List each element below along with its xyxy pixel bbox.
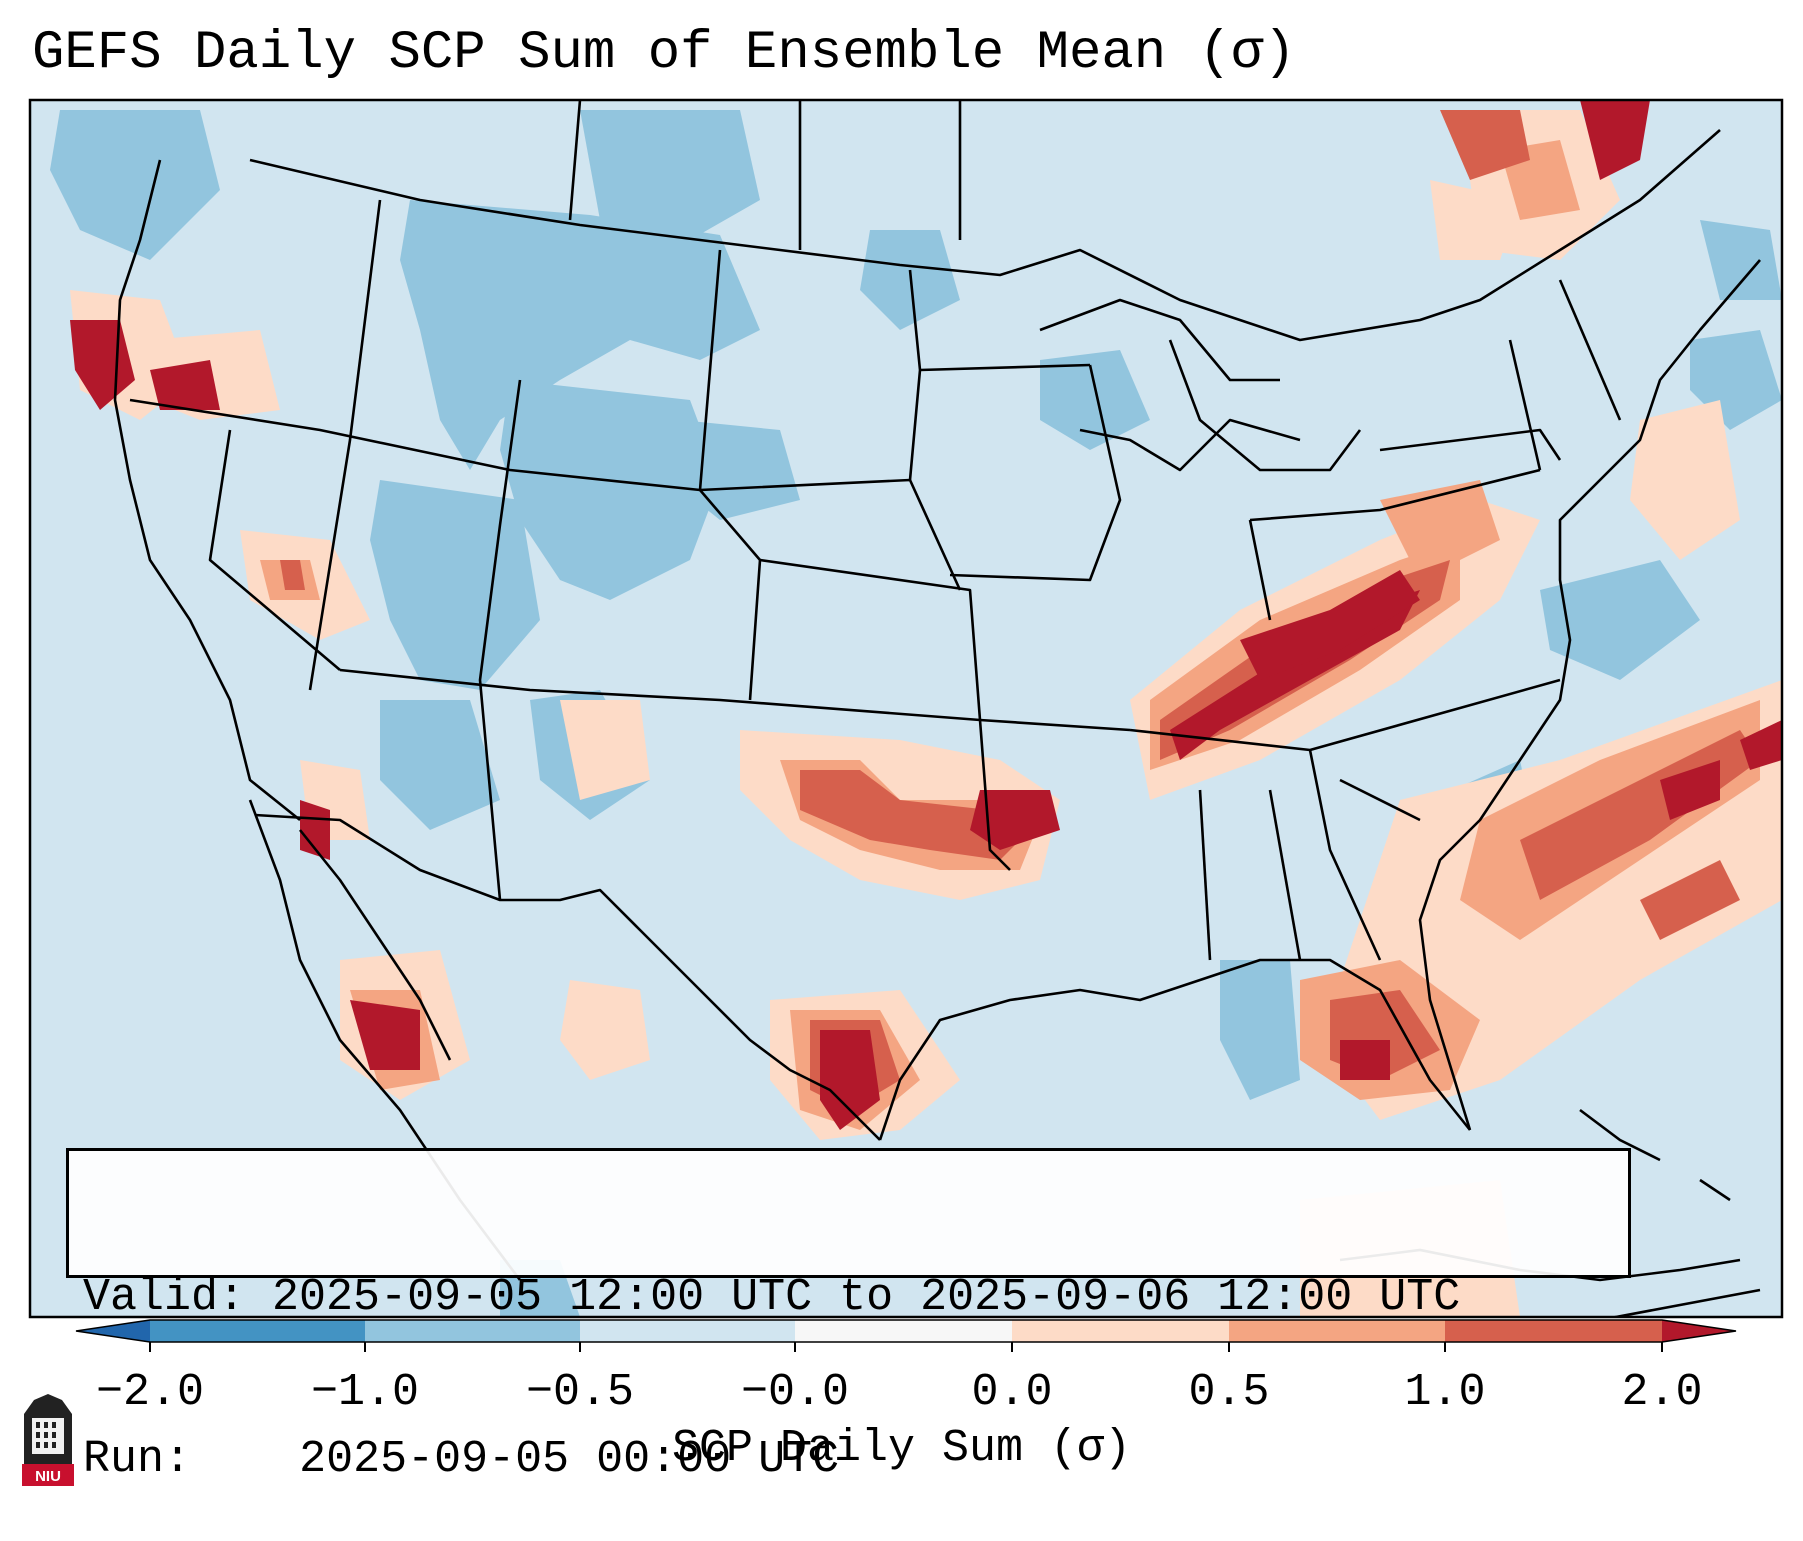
map-area: [30, 100, 1782, 1317]
run-line: Run: 2025-09-05 00:00 UTC: [83, 1433, 1628, 1487]
info-box: Valid: 2025-09-05 12:00 UTC to 2025-09-0…: [66, 1148, 1631, 1485]
valid-value: 2025-09-05 12:00 UTC to 2025-09-06 12:00…: [272, 1272, 1461, 1323]
us-mexico-border: [254, 813, 881, 1141]
tick-label: 0.0: [971, 1367, 1053, 1418]
run-value: 2025-09-05 00:00 UTC: [299, 1434, 840, 1485]
valid-line: Valid: 2025-09-05 12:00 UTC to 2025-09-0…: [83, 1271, 1628, 1325]
positive-anomaly-dark-red: [70, 100, 1782, 1130]
valid-label: Valid:: [83, 1272, 246, 1323]
tick-label: −0.5: [525, 1367, 635, 1418]
west-coast: [113, 159, 301, 822]
east-coast: [1418, 259, 1761, 1131]
logo-text: NIU: [35, 1468, 61, 1485]
tick-label: 2.0: [1621, 1367, 1703, 1418]
tick-label: −0.0: [740, 1367, 850, 1418]
chart-title: GEFS Daily SCP Sum of Ensemble Mean (σ): [32, 23, 1296, 84]
niu-logo-icon: NIU: [22, 1394, 74, 1486]
baja-gulf-coast: [298, 829, 452, 1061]
map-figure: [28, 98, 1784, 1319]
map-boundaries: [113, 100, 1761, 1281]
tick-label: −1.0: [310, 1367, 420, 1418]
tick-label: 0.5: [1188, 1367, 1270, 1418]
run-label: Run:: [83, 1434, 192, 1485]
colorbar-label: SCP Daily Sum (σ): [671, 1423, 1132, 1474]
us-canada-border: [249, 129, 1721, 342]
map-frame: [28, 98, 1784, 1319]
tick-label: −2.0: [95, 1367, 205, 1418]
tick-label: 1.0: [1404, 1367, 1486, 1418]
gulf-coast: [878, 958, 1472, 1141]
